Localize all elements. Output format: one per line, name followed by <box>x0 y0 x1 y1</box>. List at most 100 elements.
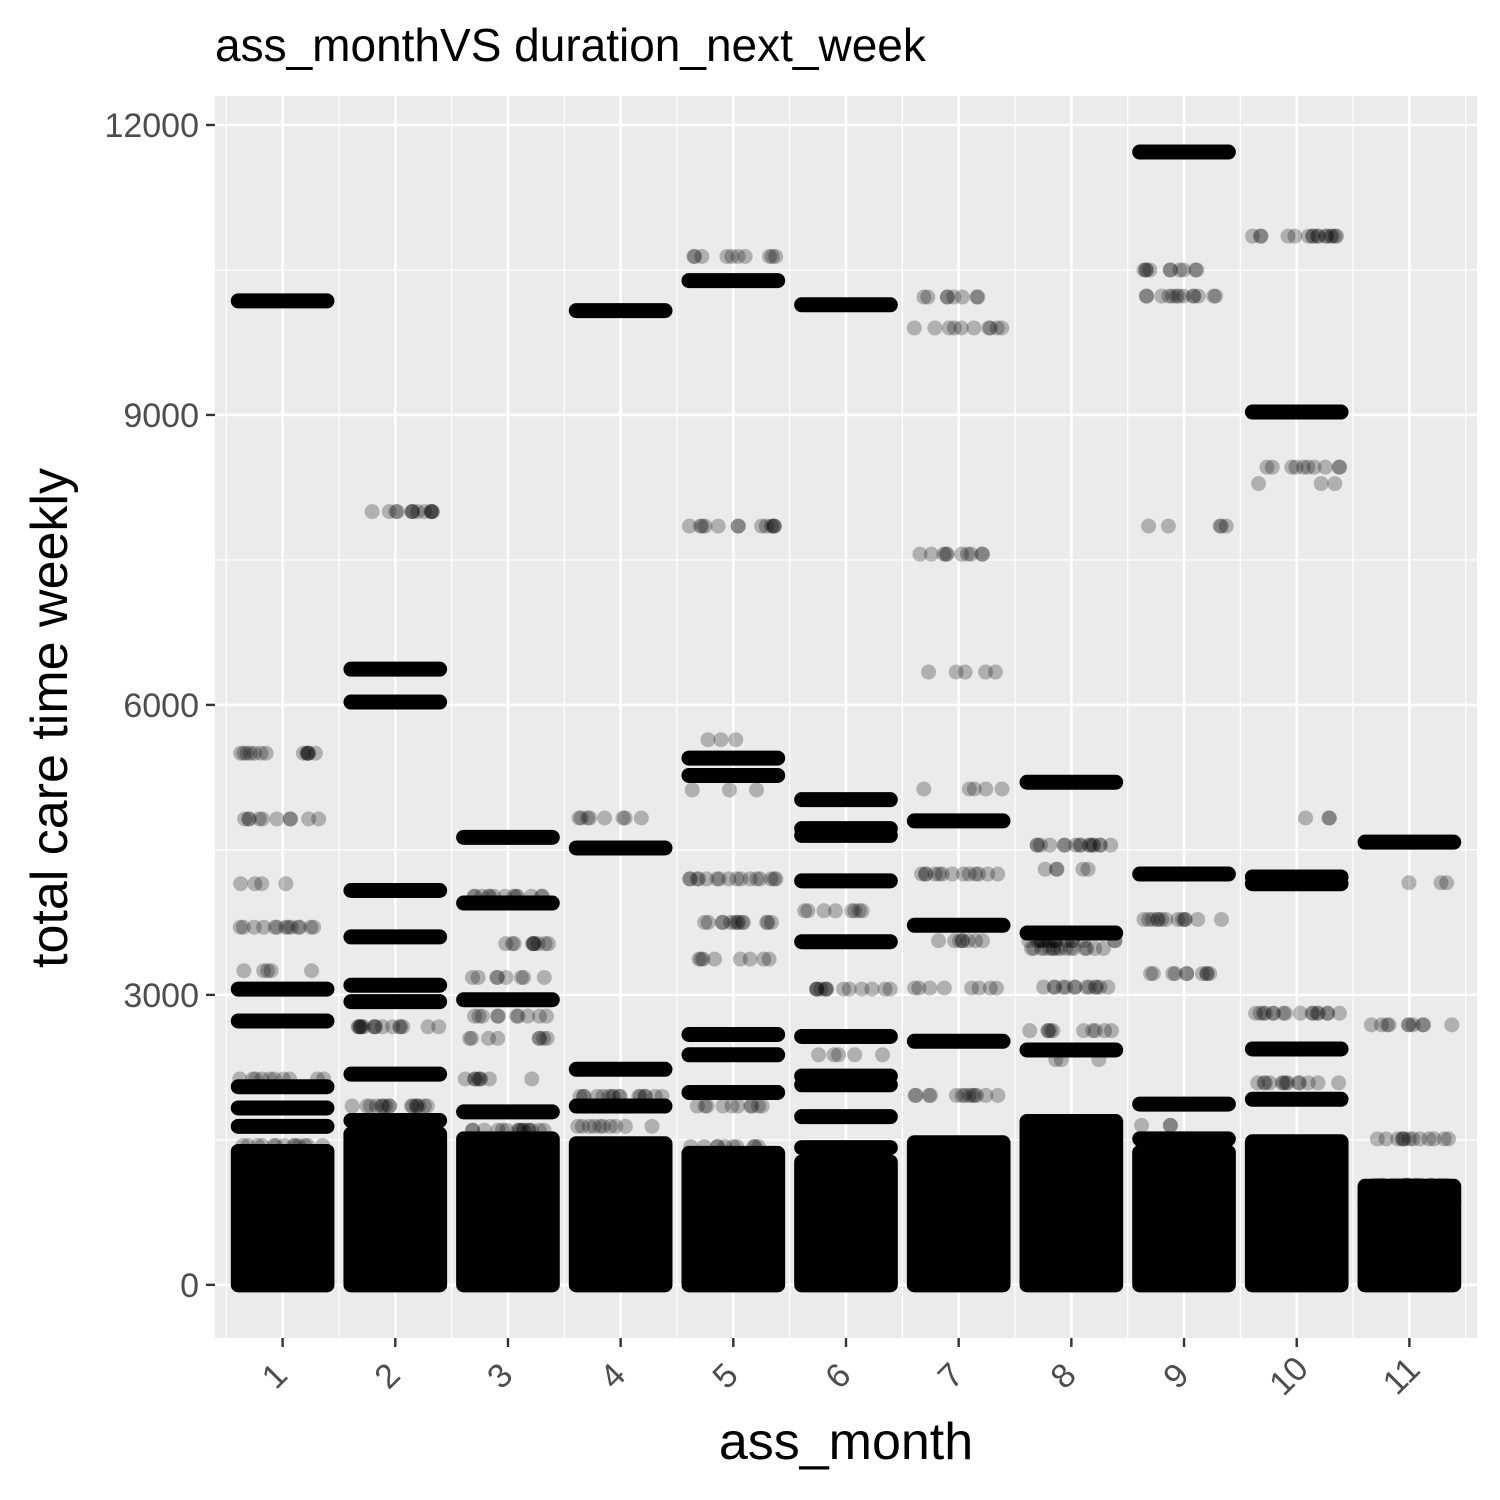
data-point <box>847 903 863 919</box>
data-point <box>476 1122 492 1138</box>
data-point <box>359 1098 375 1114</box>
data-point <box>464 1030 480 1046</box>
point-band <box>568 303 673 319</box>
data-point <box>256 919 272 935</box>
data-point <box>994 320 1010 336</box>
point-band <box>456 1104 560 1120</box>
data-point <box>1436 1131 1452 1147</box>
data-point <box>758 518 774 534</box>
point-band <box>794 873 898 889</box>
data-point <box>283 919 299 935</box>
data-point <box>1415 1017 1431 1033</box>
data-point <box>1189 262 1205 278</box>
data-point <box>1396 1177 1412 1193</box>
data-point <box>1046 933 1062 949</box>
data-point <box>768 871 784 887</box>
data-point <box>987 664 1003 680</box>
data-point <box>1276 1075 1292 1091</box>
data-point <box>729 914 745 930</box>
data-point <box>1300 1075 1316 1091</box>
data-point <box>515 1122 531 1138</box>
data-point <box>1295 459 1311 475</box>
data-point <box>1085 1023 1101 1039</box>
data-point <box>1324 228 1340 244</box>
data-point <box>1331 459 1347 475</box>
data-point <box>276 1138 292 1154</box>
data-point <box>586 1118 602 1134</box>
data-point <box>1331 1005 1347 1021</box>
data-point <box>405 1098 421 1114</box>
data-point <box>684 782 700 798</box>
data-point <box>250 1138 266 1154</box>
dense-point-cloud <box>1244 1134 1349 1293</box>
data-point <box>971 980 987 996</box>
data-point <box>907 1087 923 1103</box>
data-point <box>966 320 982 336</box>
data-point <box>352 1019 368 1035</box>
data-point <box>724 248 740 264</box>
data-point <box>797 903 813 919</box>
data-point <box>1052 940 1068 956</box>
data-point <box>710 518 726 534</box>
data-point <box>499 1122 515 1138</box>
data-point <box>409 504 425 520</box>
data-point <box>912 546 928 562</box>
point-band <box>794 1140 898 1156</box>
data-point <box>254 876 270 892</box>
data-point <box>1327 476 1343 492</box>
data-point <box>1248 1005 1264 1021</box>
data-point <box>473 1071 489 1087</box>
x-tick-label: 4 <box>593 1356 633 1396</box>
data-point <box>1040 1023 1056 1039</box>
point-band <box>1244 1091 1349 1107</box>
data-point <box>1300 228 1316 244</box>
data-point <box>719 248 735 264</box>
data-point <box>247 745 263 761</box>
data-point <box>1319 1005 1335 1021</box>
data-point <box>375 1098 391 1114</box>
data-point <box>1433 875 1449 891</box>
data-point <box>1396 1131 1412 1147</box>
x-tick-label: 1 <box>255 1356 295 1396</box>
data-point <box>295 745 311 761</box>
data-point <box>423 504 439 520</box>
data-point <box>1080 861 1096 877</box>
data-point <box>532 1030 548 1046</box>
data-point <box>388 504 404 520</box>
data-point <box>521 1122 537 1138</box>
data-point <box>366 1019 382 1035</box>
data-point <box>1429 1212 1445 1228</box>
data-point <box>1037 940 1053 956</box>
data-point <box>819 981 835 997</box>
point-band <box>681 1027 786 1043</box>
data-point <box>906 320 922 336</box>
data-point <box>1186 288 1202 304</box>
data-point <box>1409 1177 1425 1193</box>
data-point <box>307 745 323 761</box>
data-point <box>531 1122 547 1138</box>
data-point <box>1407 1177 1423 1193</box>
point-band <box>230 1013 335 1029</box>
data-point <box>1029 837 1045 853</box>
data-point <box>1058 979 1074 995</box>
data-point <box>1048 933 1064 949</box>
data-point <box>1407 1212 1423 1228</box>
data-point <box>385 1019 401 1035</box>
data-point <box>1058 940 1074 956</box>
data-point <box>236 963 252 979</box>
data-point <box>311 811 327 827</box>
data-point <box>1095 940 1111 956</box>
data-point <box>516 1122 532 1138</box>
data-point <box>967 1087 983 1103</box>
data-point <box>633 810 649 826</box>
data-point <box>306 919 322 935</box>
data-point <box>687 248 703 264</box>
data-point <box>263 963 279 979</box>
data-point <box>1144 911 1160 927</box>
data-point <box>1265 1005 1281 1021</box>
data-point <box>1218 518 1234 534</box>
data-point <box>260 963 276 979</box>
data-point <box>978 1087 994 1103</box>
data-point <box>946 320 962 336</box>
data-point <box>742 951 758 967</box>
